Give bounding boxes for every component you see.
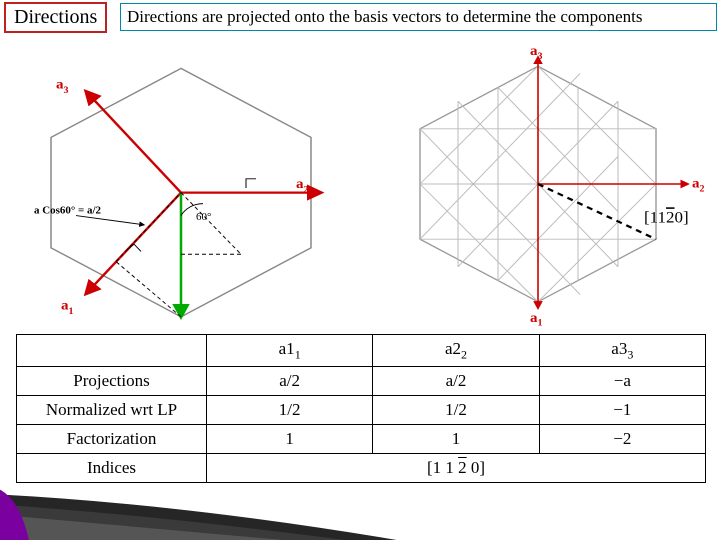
row-label: Factorization	[17, 425, 207, 454]
annotation-text: a Cos60° = a/2	[34, 206, 101, 217]
row-label: Projections	[17, 367, 207, 396]
table-row: Indices [1 1 2 0]	[17, 454, 706, 483]
cell: a/2	[207, 367, 373, 396]
right-hexagon-diagram: a1 a2 a3 [1120]	[388, 46, 718, 326]
table-row: Factorization 1 1 −2	[17, 425, 706, 454]
title-text: Directions	[14, 6, 97, 28]
projection-dash-1	[116, 262, 181, 317]
annotation-arrow	[76, 216, 144, 225]
projection-table: a11 a22 a33 Projections a/2 a/2 −a Norma…	[16, 334, 706, 483]
a1-label: a1	[530, 311, 543, 326]
row-label: Normalized wrt LP	[17, 396, 207, 425]
cell: 1/2	[207, 396, 373, 425]
left-hexagon-diagram: a3 a2 a1 60°	[16, 50, 346, 330]
a3-label: a3	[530, 46, 543, 62]
a3-label: a3	[56, 77, 69, 96]
cell: −a	[539, 367, 705, 396]
table-row: Normalized wrt LP 1/2 1/2 −1	[17, 396, 706, 425]
cell: 1	[373, 425, 539, 454]
a1-label: a1	[61, 298, 74, 317]
description-text: Directions are projected onto the basis …	[127, 7, 643, 26]
cell: −2	[539, 425, 705, 454]
table-row: Projections a/2 a/2 −a	[17, 367, 706, 396]
cell: 1	[207, 425, 373, 454]
angle-label: 60°	[196, 213, 211, 224]
indices-cell: [1 1 2 0]	[207, 454, 706, 483]
miller-label: [1120]	[644, 208, 689, 226]
a3-axis	[86, 91, 181, 192]
a2-label: a2	[692, 176, 705, 194]
title-box: Directions	[4, 2, 107, 33]
projection-dash-2	[116, 193, 181, 262]
direction-dashed	[538, 184, 656, 239]
cell: 1/2	[373, 396, 539, 425]
description-box: Directions are projected onto the basis …	[120, 3, 717, 31]
header-a1: a11	[207, 335, 373, 367]
header-blank	[17, 335, 207, 367]
header-a2: a22	[373, 335, 539, 367]
header-a3: a33	[539, 335, 705, 367]
row-label: Indices	[17, 454, 207, 483]
right-angle-marker-1	[246, 179, 256, 188]
projection-dash-4	[181, 193, 241, 255]
table-header-row: a11 a22 a33	[17, 335, 706, 367]
cell: −1	[539, 396, 705, 425]
diagram-area: a3 a2 a1 60°	[0, 40, 720, 320]
cell: a/2	[373, 367, 539, 396]
decorative-swoosh	[0, 486, 420, 540]
